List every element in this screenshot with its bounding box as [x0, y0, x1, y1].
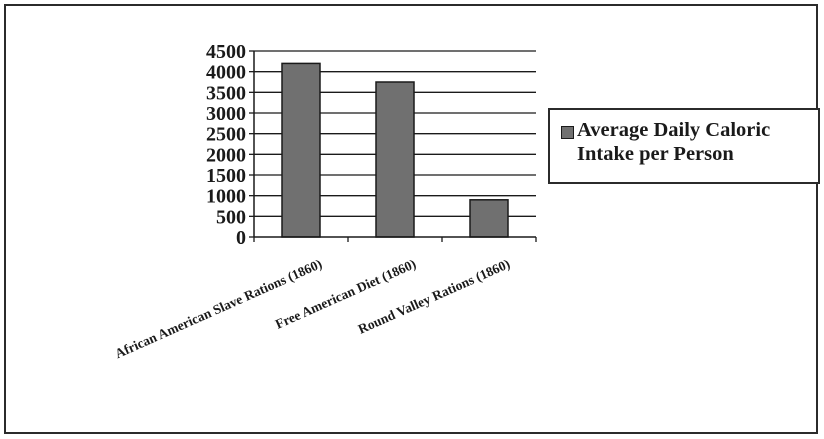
x-category-label: Round Valley Rations (1860) [356, 256, 513, 337]
y-tick-label: 2000 [206, 144, 246, 166]
legend: Average Daily Caloric Intake per Person [548, 108, 820, 184]
axes [249, 50, 537, 242]
legend-label: Average Daily Caloric Intake per Person [577, 119, 771, 165]
bar [281, 62, 321, 238]
bars [281, 62, 509, 238]
bar [469, 199, 509, 238]
y-tick-label: 1000 [206, 186, 246, 208]
y-tick-label: 2500 [206, 124, 246, 146]
y-tick-label: 0 [236, 227, 246, 249]
y-tick-label: 4000 [206, 62, 246, 84]
y-tick-label: 3500 [206, 82, 246, 104]
legend-swatch [561, 126, 574, 139]
y-tick-label: 500 [216, 206, 246, 228]
y-tick-label: 1500 [206, 165, 246, 187]
x-category-labels: African American Slave Rations (1860)Fre… [113, 256, 513, 361]
bar [375, 81, 415, 238]
y-tick-label: 4500 [206, 41, 246, 63]
y-tick-label: 3000 [206, 103, 246, 125]
